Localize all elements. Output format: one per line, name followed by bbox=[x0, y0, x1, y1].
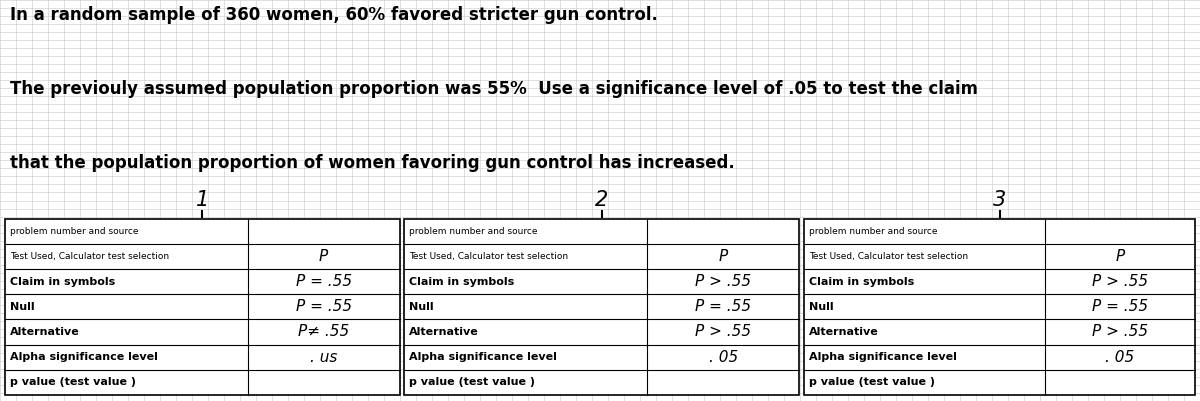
Text: Null: Null bbox=[10, 302, 35, 312]
Text: Claim in symbols: Claim in symbols bbox=[809, 277, 914, 287]
Text: P≠ .55: P≠ .55 bbox=[298, 324, 349, 340]
Text: The previouly assumed population proportion was 55%  Use a significance level of: The previouly assumed population proport… bbox=[10, 80, 978, 98]
Text: Test Used, Calculator test selection: Test Used, Calculator test selection bbox=[809, 252, 968, 261]
Text: P = .55: P = .55 bbox=[695, 299, 751, 314]
Text: p value (test value ): p value (test value ) bbox=[10, 377, 136, 387]
Text: Null: Null bbox=[809, 302, 834, 312]
Bar bbox=[404, 219, 799, 395]
Text: P = .55: P = .55 bbox=[295, 274, 352, 289]
Text: Claim in symbols: Claim in symbols bbox=[10, 277, 115, 287]
Text: p value (test value ): p value (test value ) bbox=[409, 377, 535, 387]
Text: . 05: . 05 bbox=[708, 350, 738, 365]
Text: Alpha significance level: Alpha significance level bbox=[809, 352, 956, 362]
Text: p value (test value ): p value (test value ) bbox=[809, 377, 935, 387]
Text: problem number and source: problem number and source bbox=[809, 227, 937, 236]
Text: P > .55: P > .55 bbox=[695, 324, 751, 340]
Text: In a random sample of 360 women, 60% favored stricter gun control.: In a random sample of 360 women, 60% fav… bbox=[10, 6, 658, 24]
Text: Alternative: Alternative bbox=[409, 327, 479, 337]
Text: P > .55: P > .55 bbox=[1092, 274, 1148, 289]
Text: Alternative: Alternative bbox=[809, 327, 878, 337]
Text: Alpha significance level: Alpha significance level bbox=[10, 352, 157, 362]
Text: P: P bbox=[719, 249, 728, 264]
Bar bbox=[804, 219, 1195, 395]
Text: P: P bbox=[1115, 249, 1124, 264]
Text: P = .55: P = .55 bbox=[295, 299, 352, 314]
Text: P = .55: P = .55 bbox=[1092, 299, 1148, 314]
Text: 1: 1 bbox=[196, 190, 209, 211]
Text: 3: 3 bbox=[992, 190, 1007, 211]
Text: Claim in symbols: Claim in symbols bbox=[409, 277, 515, 287]
Text: 2: 2 bbox=[595, 190, 608, 211]
Text: problem number and source: problem number and source bbox=[10, 227, 138, 236]
Text: Alternative: Alternative bbox=[10, 327, 79, 337]
Text: problem number and source: problem number and source bbox=[409, 227, 538, 236]
Text: P > .55: P > .55 bbox=[695, 274, 751, 289]
Text: Null: Null bbox=[409, 302, 434, 312]
Bar bbox=[5, 219, 400, 395]
Text: P > .55: P > .55 bbox=[1092, 324, 1148, 340]
Text: P: P bbox=[319, 249, 329, 264]
Text: Test Used, Calculator test selection: Test Used, Calculator test selection bbox=[409, 252, 569, 261]
Text: . us: . us bbox=[310, 350, 337, 365]
Text: that the population proportion of women favoring gun control has increased.: that the population proportion of women … bbox=[10, 154, 734, 172]
Text: . 05: . 05 bbox=[1105, 350, 1134, 365]
Text: Test Used, Calculator test selection: Test Used, Calculator test selection bbox=[10, 252, 169, 261]
Text: Alpha significance level: Alpha significance level bbox=[409, 352, 557, 362]
